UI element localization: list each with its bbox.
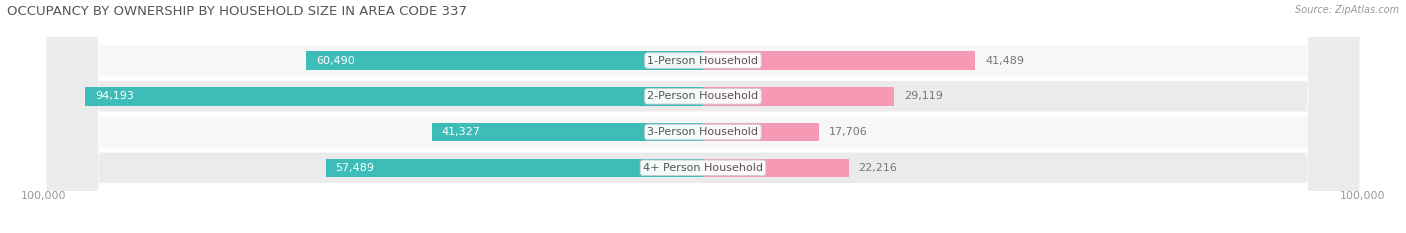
Text: 22,216: 22,216: [859, 163, 897, 173]
Text: 1-Person Household: 1-Person Household: [648, 55, 758, 65]
Bar: [432, 123, 703, 141]
Text: 2-Person Household: 2-Person Household: [647, 91, 759, 101]
FancyBboxPatch shape: [46, 0, 1360, 233]
Bar: [84, 87, 703, 106]
Text: 57,489: 57,489: [336, 163, 374, 173]
Text: Source: ZipAtlas.com: Source: ZipAtlas.com: [1295, 5, 1399, 15]
Bar: [703, 87, 894, 106]
Text: 100,000: 100,000: [1340, 191, 1385, 201]
Text: 3-Person Household: 3-Person Household: [648, 127, 758, 137]
Text: 41,327: 41,327: [441, 127, 481, 137]
Bar: [703, 158, 849, 177]
Bar: [703, 123, 820, 141]
FancyBboxPatch shape: [46, 0, 1360, 233]
Text: 60,490: 60,490: [316, 55, 354, 65]
Text: 94,193: 94,193: [94, 91, 134, 101]
Text: 4+ Person Household: 4+ Person Household: [643, 163, 763, 173]
Bar: [326, 158, 703, 177]
Text: 41,489: 41,489: [986, 55, 1024, 65]
FancyBboxPatch shape: [46, 0, 1360, 233]
Text: 100,000: 100,000: [21, 191, 66, 201]
Text: 17,706: 17,706: [830, 127, 868, 137]
Text: OCCUPANCY BY OWNERSHIP BY HOUSEHOLD SIZE IN AREA CODE 337: OCCUPANCY BY OWNERSHIP BY HOUSEHOLD SIZE…: [7, 5, 467, 18]
Bar: [703, 51, 976, 70]
Bar: [307, 51, 703, 70]
FancyBboxPatch shape: [46, 0, 1360, 233]
Text: 29,119: 29,119: [904, 91, 943, 101]
